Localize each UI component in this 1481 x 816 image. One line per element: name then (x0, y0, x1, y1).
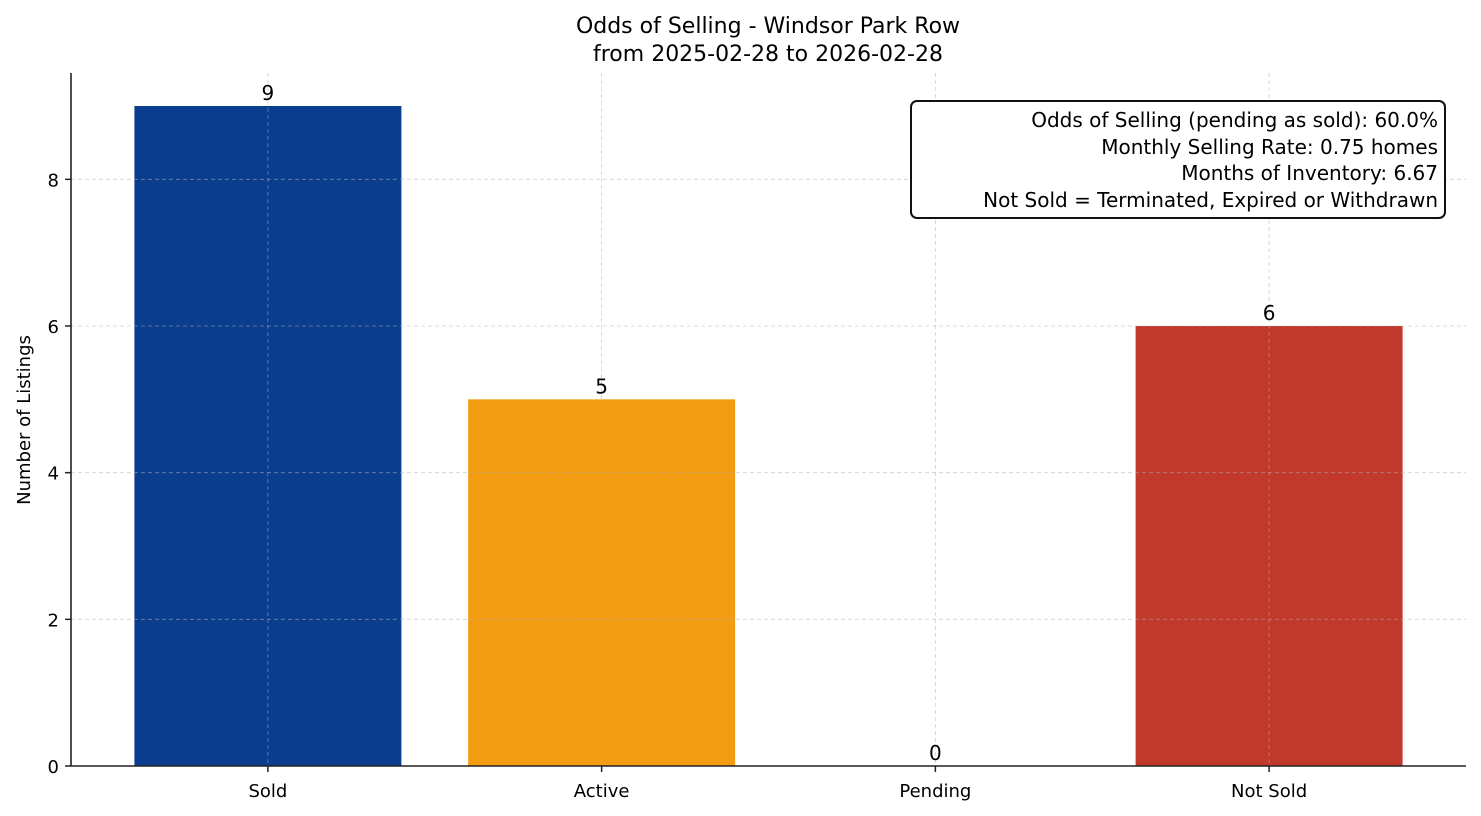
annotation-line-2: Monthly Selling Rate: 0.75 homes (1101, 135, 1438, 159)
annotation-line-3: Months of Inventory: 6.67 (1181, 161, 1438, 185)
x-tick-label: Sold (248, 781, 287, 802)
data-label: 9 (262, 81, 275, 105)
annotation-box-frame (910, 100, 1446, 219)
chart-subtitle: from 2025-02-28 to 2026-02-28 (593, 42, 943, 67)
x-tick-label: Not Sold (1231, 781, 1307, 802)
y-tick-label: 4 (48, 464, 59, 485)
data-label: 6 (1263, 301, 1276, 325)
annotation-line-4: Not Sold = Terminated, Expired or Withdr… (983, 188, 1438, 212)
x-tick-label: Pending (899, 781, 971, 802)
x-tick-label: Active (574, 781, 630, 802)
y-axis-label: Number of Listings (14, 335, 35, 505)
annotation-line-1: Odds of Selling (pending as sold): 60.0% (1031, 108, 1438, 132)
annotation-box: Odds of Selling (pending as sold): 60.0%… (910, 100, 1446, 219)
bar-sold (134, 106, 402, 766)
y-tick-label: 8 (48, 170, 59, 191)
y-tick-label: 2 (48, 610, 59, 631)
data-label: 0 (929, 741, 942, 765)
y-tick-label: 6 (48, 317, 59, 338)
y-tick-label: 0 (48, 757, 59, 778)
chart-title: Odds of Selling - Windsor Park Row (576, 14, 960, 39)
data-label: 5 (595, 374, 608, 398)
